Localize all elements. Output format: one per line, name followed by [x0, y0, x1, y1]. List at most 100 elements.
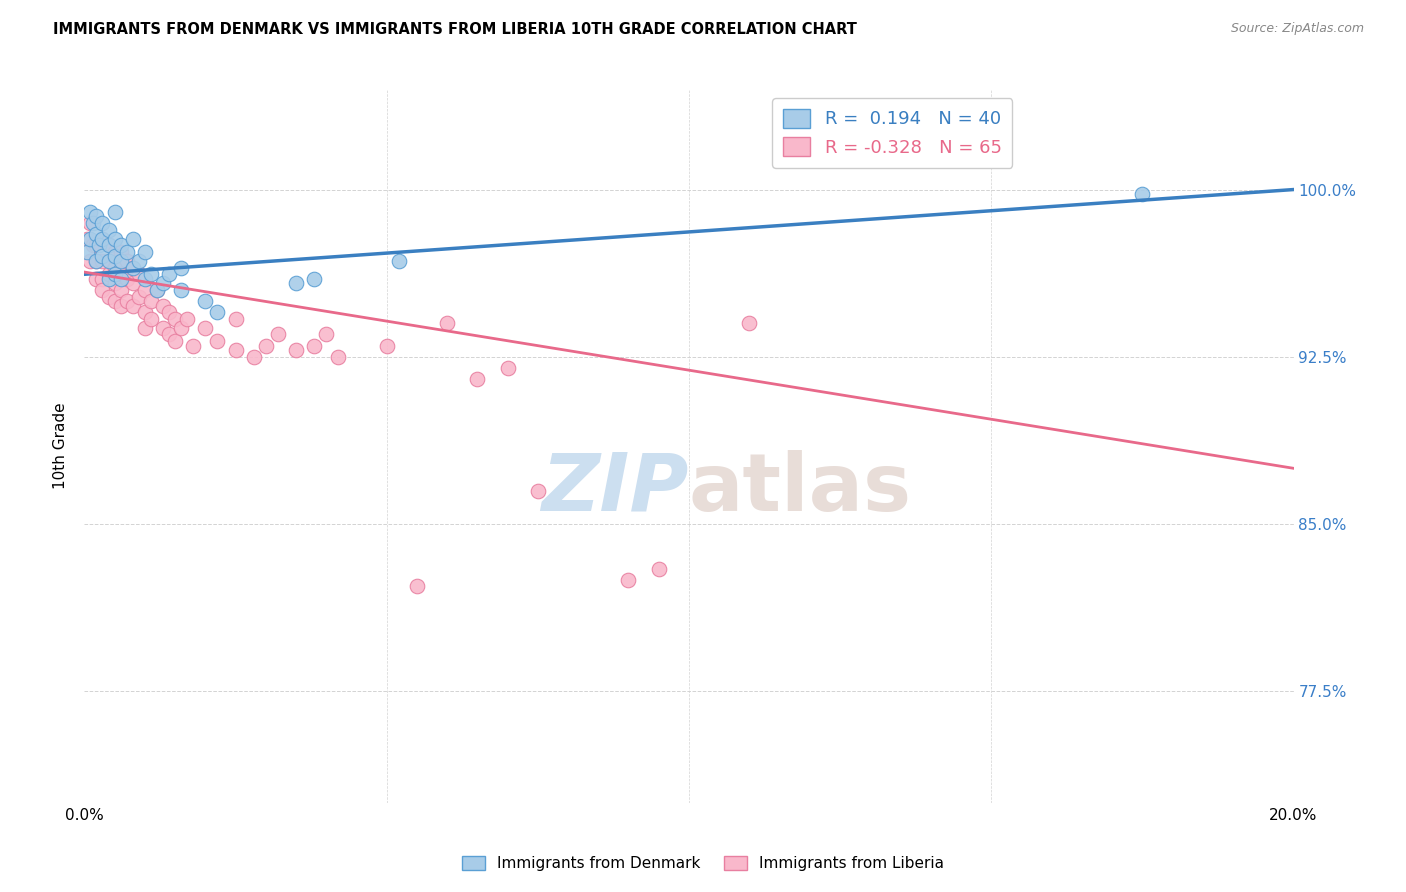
Point [170, 260, 193, 275]
Point [146, 283, 169, 297]
Point [134, 283, 156, 297]
Point [139, 311, 162, 326]
Point [115, 293, 138, 308]
Text: ZIP: ZIP [541, 450, 689, 528]
Point [170, 320, 193, 334]
Point [121, 231, 143, 245]
Point [121, 277, 143, 291]
Point [152, 298, 174, 312]
Point [76, 244, 98, 259]
Point [76, 231, 98, 245]
Point [91, 216, 114, 230]
Point [406, 580, 429, 594]
Point [315, 327, 337, 342]
Point [110, 268, 132, 282]
Point [104, 293, 127, 308]
Point [1130, 186, 1153, 201]
Point [134, 271, 156, 285]
Point [285, 277, 308, 291]
Point [110, 238, 132, 252]
Point [207, 334, 229, 348]
Point [79, 231, 101, 245]
Point [157, 305, 180, 319]
Point [134, 244, 156, 259]
Point [91, 231, 114, 245]
Point [436, 316, 458, 330]
Point [128, 289, 150, 303]
Point [91, 283, 114, 297]
Point [128, 268, 150, 282]
Point [496, 360, 519, 375]
Point [139, 293, 162, 308]
Point [302, 338, 325, 352]
Point [738, 316, 761, 330]
Legend: Immigrants from Denmark, Immigrants from Liberia: Immigrants from Denmark, Immigrants from… [456, 850, 950, 877]
Point [617, 573, 640, 587]
Point [104, 249, 127, 263]
Point [86, 271, 108, 285]
Point [82, 216, 104, 230]
Point [97, 238, 120, 252]
Point [89, 238, 111, 252]
Point [86, 253, 108, 268]
Point [225, 311, 247, 326]
Point [115, 244, 138, 259]
Point [194, 293, 217, 308]
Point [134, 305, 156, 319]
Point [79, 204, 101, 219]
Point [648, 561, 671, 575]
Point [104, 268, 127, 282]
Point [267, 327, 290, 342]
Point [128, 253, 150, 268]
Point [302, 271, 325, 285]
Point [97, 271, 120, 285]
Point [91, 271, 114, 285]
Point [285, 343, 308, 357]
Point [115, 253, 138, 268]
Point [104, 277, 127, 291]
Point [104, 244, 127, 259]
Point [91, 253, 114, 268]
Point [97, 253, 120, 268]
Point [79, 216, 101, 230]
Point [146, 283, 169, 297]
Point [207, 305, 229, 319]
Point [104, 231, 127, 245]
Point [97, 289, 120, 303]
Point [91, 231, 114, 245]
Point [388, 253, 411, 268]
Point [157, 327, 180, 342]
Point [110, 283, 132, 297]
Point [242, 350, 264, 364]
Point [97, 268, 120, 282]
Point [134, 320, 156, 334]
Point [86, 209, 108, 223]
Point [375, 338, 398, 352]
Point [97, 238, 120, 252]
Point [176, 311, 198, 326]
Point [82, 238, 104, 252]
Point [152, 277, 174, 291]
Point [86, 227, 108, 241]
Text: atlas: atlas [689, 450, 912, 528]
Point [254, 338, 277, 352]
Point [79, 253, 101, 268]
Point [121, 260, 143, 275]
Point [115, 271, 138, 285]
Point [165, 311, 187, 326]
Point [86, 238, 108, 252]
Point [152, 320, 174, 334]
Point [121, 260, 143, 275]
Point [170, 283, 193, 297]
Point [328, 350, 350, 364]
Point [121, 298, 143, 312]
Point [527, 483, 550, 498]
Point [165, 334, 187, 348]
Point [225, 343, 247, 357]
Text: Source: ZipAtlas.com: Source: ZipAtlas.com [1230, 22, 1364, 36]
Point [181, 338, 204, 352]
Legend: R =  0.194   N = 40, R = -0.328   N = 65: R = 0.194 N = 40, R = -0.328 N = 65 [772, 98, 1012, 168]
Point [110, 244, 132, 259]
Point [86, 253, 108, 268]
Point [467, 372, 489, 386]
